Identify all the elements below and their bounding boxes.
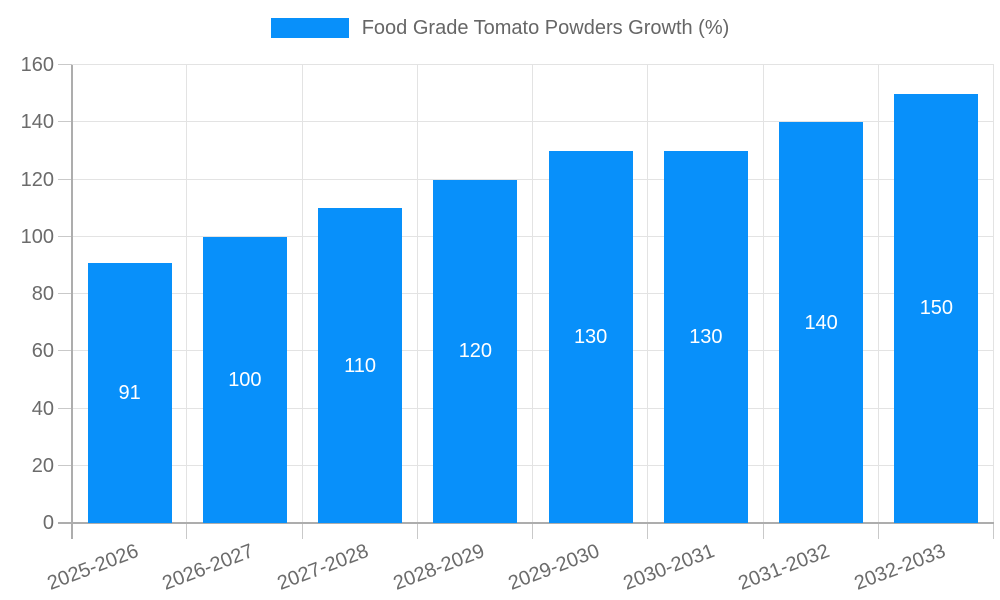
- grid-line-horizontal: [72, 64, 994, 65]
- x-tick-label: 2025-2026: [44, 540, 142, 595]
- x-axis-tick: [878, 523, 879, 539]
- y-tick-label: 80: [31, 283, 54, 305]
- bar[interactable]: 130: [548, 150, 633, 523]
- bar[interactable]: 130: [663, 150, 748, 523]
- bar-value-label: 120: [458, 340, 493, 363]
- bar[interactable]: 120: [433, 179, 518, 523]
- x-axis-tick: [417, 523, 418, 539]
- x-tick-label: 2031-2032: [735, 540, 834, 595]
- x-axis-tick: [532, 523, 533, 539]
- x-axis-tick: [763, 523, 764, 539]
- y-axis-tick: [58, 293, 72, 294]
- x-tick-label: 2032-2033: [851, 540, 949, 595]
- grid-line-horizontal: [72, 179, 994, 180]
- y-axis-tick: [58, 465, 72, 466]
- y-tick-label: 0: [42, 512, 54, 534]
- x-tick-label: 2026-2027: [159, 540, 257, 595]
- grid-line-horizontal: [72, 465, 994, 466]
- y-axis-tick: [58, 64, 72, 65]
- grid-line-vertical: [647, 65, 648, 523]
- grid-line-vertical: [302, 65, 303, 523]
- grid-line-vertical: [186, 65, 187, 523]
- bar-value-label: 130: [689, 325, 723, 348]
- grid-line-horizontal: [72, 236, 994, 237]
- y-tick-label: 100: [20, 226, 54, 248]
- y-tick-label: 120: [20, 169, 54, 191]
- bar[interactable]: 100: [202, 236, 287, 523]
- y-tick-label: 60: [31, 340, 54, 362]
- x-tick-label: 2030-2031: [620, 540, 718, 595]
- grid-line-vertical: [417, 65, 418, 523]
- x-axis-tick: [993, 523, 994, 539]
- bar[interactable]: 91: [87, 262, 172, 523]
- x-axis-tick: [302, 523, 303, 539]
- x-axis-tick: [186, 523, 187, 539]
- grid-line-horizontal: [72, 350, 994, 351]
- x-tick-label: 2028-2029: [390, 540, 488, 595]
- legend-label: Food Grade Tomato Powders Growth (%): [361, 17, 730, 39]
- grid-line-horizontal: [72, 121, 994, 122]
- bar[interactable]: 150: [894, 93, 979, 523]
- bar-value-label: 140: [804, 311, 838, 334]
- legend: Food Grade Tomato Powders Growth (%): [0, 16, 1000, 40]
- bar-value-label: 110: [344, 354, 377, 377]
- y-tick-label: 160: [20, 54, 54, 76]
- grid-line-vertical: [993, 65, 994, 523]
- bar[interactable]: 110: [318, 208, 403, 523]
- legend-item[interactable]: Food Grade Tomato Powders Growth (%): [270, 16, 730, 40]
- y-axis-line: [71, 65, 73, 539]
- y-tick-label: 40: [31, 398, 54, 420]
- y-tick-label: 20: [31, 455, 54, 477]
- bar-value-label: 100: [228, 368, 262, 391]
- y-axis-tick: [58, 350, 72, 351]
- grid-line-vertical: [532, 65, 533, 523]
- x-tick-label: 2027-2028: [274, 540, 373, 595]
- y-axis-tick: [58, 179, 72, 180]
- y-axis-tick: [58, 121, 72, 122]
- y-axis-tick: [58, 236, 72, 237]
- grid-line-vertical: [878, 65, 879, 523]
- grid-line-horizontal: [72, 293, 994, 294]
- x-axis-tick: [647, 523, 648, 539]
- x-tick-label: 2029-2030: [505, 540, 603, 595]
- bar-value-label: 150: [919, 297, 954, 320]
- bar-value-label: 130: [573, 325, 608, 348]
- bar[interactable]: 140: [779, 122, 864, 523]
- y-axis-tick: [58, 408, 72, 409]
- legend-swatch-icon: [270, 18, 349, 38]
- grid-line-horizontal: [72, 408, 994, 409]
- bar-value-label: 91: [118, 381, 141, 404]
- grid-line-vertical: [763, 65, 764, 523]
- x-axis-line: [58, 522, 994, 524]
- y-tick-label: 140: [20, 111, 54, 133]
